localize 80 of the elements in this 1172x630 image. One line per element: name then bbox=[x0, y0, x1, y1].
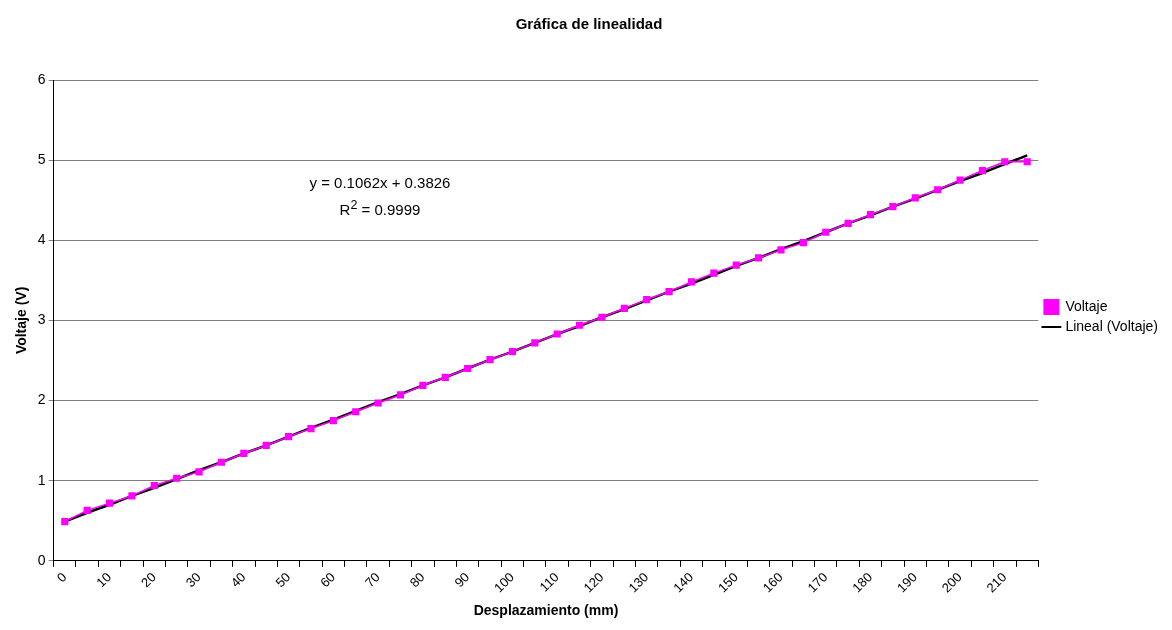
y-tick-label: 1 bbox=[37, 471, 46, 488]
point bbox=[352, 408, 360, 416]
x-tick-label: 130 bbox=[625, 569, 652, 596]
point bbox=[262, 441, 270, 450]
y-tick-label: 0 bbox=[37, 551, 46, 568]
point bbox=[150, 481, 158, 490]
point bbox=[911, 194, 919, 202]
point bbox=[105, 499, 114, 507]
x-axis-title: Desplazamiento (mm) bbox=[473, 602, 619, 619]
point bbox=[1001, 158, 1009, 166]
point bbox=[710, 269, 718, 277]
point bbox=[889, 203, 897, 211]
point bbox=[531, 339, 539, 347]
x-tick-label: 160 bbox=[759, 569, 786, 596]
x-tick-label: 170 bbox=[804, 569, 831, 596]
x-tick-label: 40 bbox=[227, 569, 249, 591]
point bbox=[822, 228, 830, 236]
point bbox=[978, 166, 987, 175]
x-tick-label: 70 bbox=[361, 569, 383, 591]
x-tick-label: 0 bbox=[53, 569, 70, 586]
point bbox=[1023, 158, 1031, 166]
point bbox=[755, 254, 763, 262]
x-tick-label: 210 bbox=[983, 569, 1010, 596]
x-tick-label: 180 bbox=[849, 569, 876, 596]
point bbox=[620, 304, 628, 312]
y-tick-label: 3 bbox=[37, 311, 46, 328]
x-tick-label: 50 bbox=[272, 569, 294, 591]
point bbox=[777, 246, 785, 254]
point bbox=[687, 278, 696, 286]
point bbox=[598, 313, 606, 321]
point bbox=[240, 449, 248, 458]
point bbox=[441, 373, 449, 381]
point bbox=[508, 348, 516, 356]
point bbox=[732, 261, 740, 269]
point bbox=[844, 219, 852, 228]
x-tick-label: 60 bbox=[317, 569, 339, 591]
x-tick-label: 110 bbox=[536, 569, 562, 595]
y-axis-title: Voltaje (V) bbox=[13, 286, 30, 355]
point bbox=[396, 391, 405, 399]
point bbox=[956, 176, 964, 184]
x-tick-label: 10 bbox=[93, 569, 115, 591]
point bbox=[329, 417, 337, 425]
x-tick-label: 200 bbox=[938, 569, 965, 596]
point bbox=[464, 364, 472, 373]
point bbox=[486, 356, 494, 364]
x-tick-label: 190 bbox=[893, 569, 920, 596]
point bbox=[643, 296, 651, 304]
point bbox=[799, 239, 807, 247]
y-tick-label: 5 bbox=[37, 151, 46, 167]
annotation: y = 0.1062x + 0.3826 bbox=[308, 173, 452, 193]
point bbox=[173, 474, 181, 482]
x-tick-label: 80 bbox=[406, 569, 428, 591]
point bbox=[128, 492, 136, 500]
x-tick-label: 120 bbox=[580, 569, 607, 596]
chart-title: Gráfica de linealidad bbox=[515, 15, 663, 33]
point bbox=[419, 381, 427, 389]
x-tick-label: 100 bbox=[491, 569, 518, 596]
point bbox=[934, 186, 942, 194]
point bbox=[307, 425, 315, 433]
x-tick-label: 30 bbox=[182, 569, 204, 591]
point bbox=[866, 211, 875, 219]
point bbox=[553, 330, 561, 338]
point bbox=[83, 506, 91, 514]
legend-label: Voltaje bbox=[1065, 297, 1108, 314]
x-tick-label: 150 bbox=[714, 569, 741, 596]
point bbox=[374, 399, 382, 407]
x-tick-label: 90 bbox=[451, 569, 473, 591]
point bbox=[217, 458, 226, 466]
point bbox=[285, 433, 293, 441]
y-tick-label: 2 bbox=[37, 391, 46, 408]
y-tick-label: 6 bbox=[37, 70, 46, 87]
x-tick-label: 20 bbox=[138, 569, 159, 591]
point bbox=[195, 468, 203, 476]
y-tick-label: 4 bbox=[37, 231, 46, 248]
annotation: R$^{2}$ = 0.9999 bbox=[338, 197, 422, 220]
point bbox=[61, 517, 69, 526]
point bbox=[575, 321, 584, 329]
x-tick-label: 140 bbox=[670, 569, 697, 596]
legend-label: Lineal (Voltaje) bbox=[1065, 317, 1159, 334]
point bbox=[665, 287, 673, 296]
